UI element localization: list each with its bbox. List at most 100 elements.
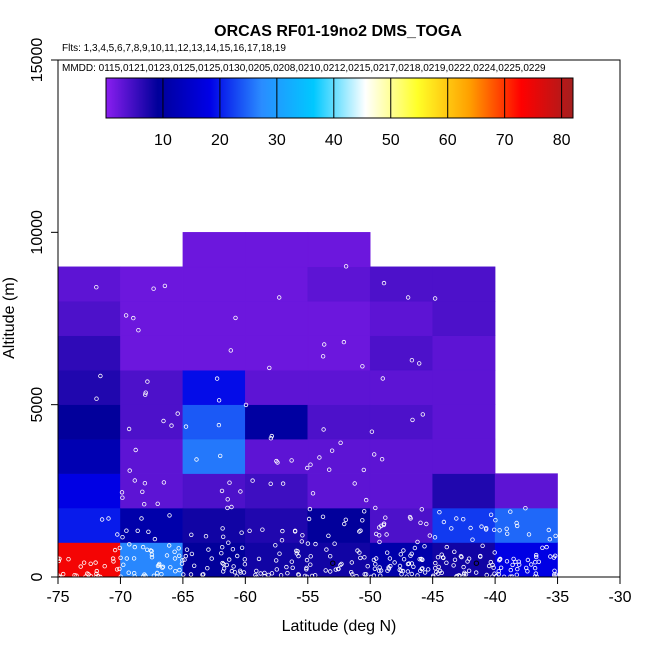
- heatmap-cell: [307, 473, 371, 509]
- sample-point: [289, 559, 294, 564]
- sample-point: [352, 481, 357, 486]
- heatmap-cell: [307, 404, 371, 440]
- sample-point: [452, 557, 458, 562]
- sample-point: [473, 560, 480, 566]
- sample-point: [117, 566, 122, 572]
- sample-point: [188, 572, 194, 577]
- sample-point: [220, 560, 225, 566]
- heatmap-cell: [120, 369, 184, 405]
- y-tick-label: 15000: [29, 38, 46, 83]
- sample-point: [123, 313, 129, 318]
- sample-point: [124, 556, 129, 561]
- sample-point: [388, 563, 393, 569]
- sample-point: [220, 569, 226, 574]
- sample-point: [497, 528, 502, 533]
- sample-point: [166, 543, 172, 548]
- sample-point: [491, 565, 496, 570]
- sample-point: [364, 497, 369, 503]
- sample-point: [94, 285, 99, 290]
- sample-point: [268, 436, 274, 441]
- sample-point: [544, 544, 549, 550]
- sample-point: [56, 558, 61, 564]
- sample-point: [285, 571, 290, 576]
- sample-point: [444, 560, 449, 565]
- sample-point: [310, 491, 316, 496]
- sample-point: [151, 286, 156, 291]
- sample-point: [363, 572, 369, 577]
- sample-point: [409, 358, 415, 363]
- sample-point: [484, 526, 489, 531]
- sample-point: [217, 453, 223, 459]
- sample-point: [372, 566, 378, 571]
- sample-point: [56, 573, 61, 578]
- chart-title: ORCAS RF01-19no2 DMS_TOGA: [214, 23, 462, 40]
- dates-subtitle: MMDD: 0115,0121,0123,0125,0125,0130,0205…: [62, 63, 546, 74]
- sample-point: [488, 512, 494, 517]
- heatmap-cell: [182, 473, 246, 509]
- sample-point: [304, 567, 309, 572]
- sample-point: [132, 478, 137, 483]
- sample-point: [231, 564, 236, 569]
- heatmap-cell: [120, 438, 184, 474]
- sample-point: [205, 566, 210, 571]
- sample-point: [274, 567, 279, 572]
- sample-point: [534, 552, 539, 558]
- sample-point: [143, 573, 148, 579]
- heatmap-cell: [245, 301, 309, 336]
- heatmap-cell: [245, 369, 309, 405]
- sample-point: [159, 572, 164, 577]
- sample-point: [304, 557, 310, 563]
- sample-point: [229, 504, 234, 510]
- heatmap-cell: [369, 369, 433, 405]
- sample-point: [227, 480, 232, 485]
- sample-point: [461, 517, 466, 522]
- sample-point: [379, 523, 384, 528]
- sample-point: [336, 566, 341, 572]
- sample-point: [313, 541, 318, 547]
- heatmap-cell: [57, 438, 121, 474]
- sample-point: [387, 556, 393, 561]
- y-axis: 0 5000 10000 15000: [29, 38, 59, 581]
- x-tick-label: -75: [46, 589, 69, 606]
- sample-point: [474, 570, 479, 575]
- sample-point: [410, 417, 415, 423]
- sample-point: [114, 567, 120, 572]
- sample-point: [136, 328, 141, 333]
- sample-point: [553, 553, 558, 558]
- sample-point: [214, 376, 220, 381]
- sample-point: [434, 569, 439, 575]
- sample-point: [302, 573, 308, 579]
- sample-point: [320, 514, 326, 519]
- sample-point: [384, 532, 389, 537]
- sample-point: [436, 564, 441, 570]
- sample-point: [226, 557, 232, 562]
- sample-point: [309, 573, 315, 579]
- sample-point: [355, 548, 360, 553]
- sample-point: [417, 361, 422, 366]
- sample-point: [431, 573, 436, 578]
- heatmap-cell: [245, 335, 309, 371]
- sample-point: [155, 563, 161, 569]
- sample-point: [493, 518, 498, 523]
- x-tick-label: -55: [296, 589, 319, 606]
- sample-point: [380, 376, 385, 381]
- sample-point: [220, 534, 226, 539]
- sample-point: [405, 295, 411, 300]
- sample-point: [308, 554, 313, 559]
- sample-point: [66, 557, 71, 562]
- sample-point: [515, 566, 520, 572]
- sample-point: [349, 570, 354, 575]
- colorbar-tick-label: 20: [211, 132, 229, 149]
- sample-point: [219, 488, 225, 494]
- sample-point: [454, 516, 459, 521]
- sample-point: [141, 502, 147, 507]
- sample-point: [439, 552, 444, 557]
- sample-point: [277, 551, 282, 556]
- sample-point: [343, 264, 349, 269]
- sample-point: [374, 531, 379, 537]
- sample-point: [280, 481, 286, 486]
- sample-point: [407, 514, 413, 520]
- sample-point: [496, 569, 501, 574]
- sample-point: [262, 574, 267, 579]
- heatmap-cell: [494, 473, 558, 509]
